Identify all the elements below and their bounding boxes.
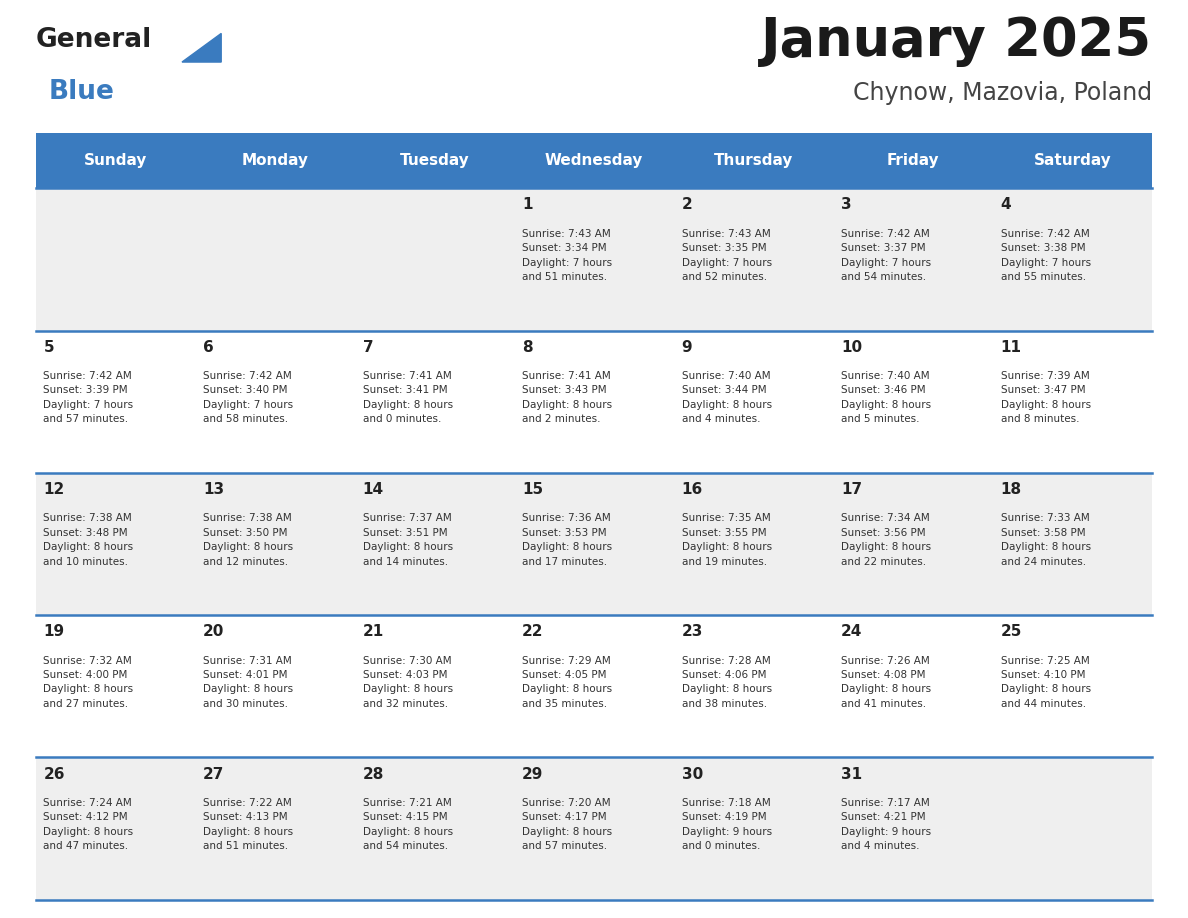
Text: 5: 5 — [44, 340, 55, 354]
Bar — [36, 473, 1152, 615]
Text: Sunrise: 7:20 AM
Sunset: 4:17 PM
Daylight: 8 hours
and 57 minutes.: Sunrise: 7:20 AM Sunset: 4:17 PM Dayligh… — [522, 798, 612, 851]
Text: 13: 13 — [203, 482, 225, 497]
Bar — [36, 615, 1152, 757]
Text: Sunrise: 7:18 AM
Sunset: 4:19 PM
Daylight: 9 hours
and 0 minutes.: Sunrise: 7:18 AM Sunset: 4:19 PM Dayligh… — [682, 798, 772, 851]
Text: Sunrise: 7:21 AM
Sunset: 4:15 PM
Daylight: 8 hours
and 54 minutes.: Sunrise: 7:21 AM Sunset: 4:15 PM Dayligh… — [362, 798, 453, 851]
Bar — [36, 757, 1152, 900]
Text: 19: 19 — [44, 624, 64, 639]
Bar — [36, 188, 1152, 330]
Text: Sunrise: 7:42 AM
Sunset: 3:39 PM
Daylight: 7 hours
and 57 minutes.: Sunrise: 7:42 AM Sunset: 3:39 PM Dayligh… — [44, 371, 133, 424]
Polygon shape — [182, 33, 221, 62]
Text: 11: 11 — [1000, 340, 1022, 354]
Text: 24: 24 — [841, 624, 862, 639]
Text: Wednesday: Wednesday — [545, 153, 643, 168]
Text: 28: 28 — [362, 767, 384, 781]
Text: Sunrise: 7:41 AM
Sunset: 3:41 PM
Daylight: 8 hours
and 0 minutes.: Sunrise: 7:41 AM Sunset: 3:41 PM Dayligh… — [362, 371, 453, 424]
Text: 21: 21 — [362, 624, 384, 639]
Text: Sunrise: 7:42 AM
Sunset: 3:38 PM
Daylight: 7 hours
and 55 minutes.: Sunrise: 7:42 AM Sunset: 3:38 PM Dayligh… — [1000, 229, 1091, 282]
Text: 25: 25 — [1000, 624, 1022, 639]
Text: Sunrise: 7:36 AM
Sunset: 3:53 PM
Daylight: 8 hours
and 17 minutes.: Sunrise: 7:36 AM Sunset: 3:53 PM Dayligh… — [522, 513, 612, 566]
Text: 2: 2 — [682, 197, 693, 212]
Text: 22: 22 — [522, 624, 544, 639]
Text: Sunrise: 7:38 AM
Sunset: 3:50 PM
Daylight: 8 hours
and 12 minutes.: Sunrise: 7:38 AM Sunset: 3:50 PM Dayligh… — [203, 513, 293, 566]
Text: 26: 26 — [44, 767, 65, 781]
Bar — [674, 133, 833, 188]
Text: Blue: Blue — [49, 79, 114, 105]
Text: Sunrise: 7:29 AM
Sunset: 4:05 PM
Daylight: 8 hours
and 35 minutes.: Sunrise: 7:29 AM Sunset: 4:05 PM Dayligh… — [522, 655, 612, 709]
Text: Thursday: Thursday — [714, 153, 794, 168]
Text: Sunrise: 7:33 AM
Sunset: 3:58 PM
Daylight: 8 hours
and 24 minutes.: Sunrise: 7:33 AM Sunset: 3:58 PM Dayligh… — [1000, 513, 1091, 566]
Text: 20: 20 — [203, 624, 225, 639]
Text: January 2025: January 2025 — [762, 15, 1152, 67]
Text: Sunrise: 7:38 AM
Sunset: 3:48 PM
Daylight: 8 hours
and 10 minutes.: Sunrise: 7:38 AM Sunset: 3:48 PM Dayligh… — [44, 513, 133, 566]
Text: Sunrise: 7:22 AM
Sunset: 4:13 PM
Daylight: 8 hours
and 51 minutes.: Sunrise: 7:22 AM Sunset: 4:13 PM Dayligh… — [203, 798, 293, 851]
Text: 4: 4 — [1000, 197, 1011, 212]
Text: Sunrise: 7:42 AM
Sunset: 3:40 PM
Daylight: 7 hours
and 58 minutes.: Sunrise: 7:42 AM Sunset: 3:40 PM Dayligh… — [203, 371, 293, 424]
Text: Sunrise: 7:35 AM
Sunset: 3:55 PM
Daylight: 8 hours
and 19 minutes.: Sunrise: 7:35 AM Sunset: 3:55 PM Dayligh… — [682, 513, 772, 566]
Text: Monday: Monday — [241, 153, 309, 168]
Text: 31: 31 — [841, 767, 862, 781]
Text: Sunrise: 7:25 AM
Sunset: 4:10 PM
Daylight: 8 hours
and 44 minutes.: Sunrise: 7:25 AM Sunset: 4:10 PM Dayligh… — [1000, 655, 1091, 709]
Text: Sunrise: 7:24 AM
Sunset: 4:12 PM
Daylight: 8 hours
and 47 minutes.: Sunrise: 7:24 AM Sunset: 4:12 PM Dayligh… — [44, 798, 133, 851]
Text: Sunrise: 7:43 AM
Sunset: 3:34 PM
Daylight: 7 hours
and 51 minutes.: Sunrise: 7:43 AM Sunset: 3:34 PM Dayligh… — [522, 229, 612, 282]
Bar — [993, 133, 1152, 188]
Bar — [36, 330, 1152, 473]
Text: 16: 16 — [682, 482, 703, 497]
Text: 15: 15 — [522, 482, 543, 497]
Text: Sunrise: 7:30 AM
Sunset: 4:03 PM
Daylight: 8 hours
and 32 minutes.: Sunrise: 7:30 AM Sunset: 4:03 PM Dayligh… — [362, 655, 453, 709]
Text: General: General — [36, 27, 152, 53]
Text: Sunrise: 7:41 AM
Sunset: 3:43 PM
Daylight: 8 hours
and 2 minutes.: Sunrise: 7:41 AM Sunset: 3:43 PM Dayligh… — [522, 371, 612, 424]
Text: Sunday: Sunday — [83, 153, 147, 168]
Text: Sunrise: 7:26 AM
Sunset: 4:08 PM
Daylight: 8 hours
and 41 minutes.: Sunrise: 7:26 AM Sunset: 4:08 PM Dayligh… — [841, 655, 931, 709]
Bar — [514, 133, 674, 188]
Text: 1: 1 — [522, 197, 532, 212]
Text: Sunrise: 7:40 AM
Sunset: 3:46 PM
Daylight: 8 hours
and 5 minutes.: Sunrise: 7:40 AM Sunset: 3:46 PM Dayligh… — [841, 371, 931, 424]
Text: Sunrise: 7:34 AM
Sunset: 3:56 PM
Daylight: 8 hours
and 22 minutes.: Sunrise: 7:34 AM Sunset: 3:56 PM Dayligh… — [841, 513, 931, 566]
Text: 6: 6 — [203, 340, 214, 354]
Text: 29: 29 — [522, 767, 543, 781]
Text: 12: 12 — [44, 482, 64, 497]
Text: 8: 8 — [522, 340, 532, 354]
Text: Saturday: Saturday — [1034, 153, 1112, 168]
Text: 30: 30 — [682, 767, 703, 781]
Text: Tuesday: Tuesday — [399, 153, 469, 168]
Text: 10: 10 — [841, 340, 862, 354]
Text: 9: 9 — [682, 340, 693, 354]
Text: 18: 18 — [1000, 482, 1022, 497]
Text: Sunrise: 7:17 AM
Sunset: 4:21 PM
Daylight: 9 hours
and 4 minutes.: Sunrise: 7:17 AM Sunset: 4:21 PM Dayligh… — [841, 798, 931, 851]
Text: Sunrise: 7:37 AM
Sunset: 3:51 PM
Daylight: 8 hours
and 14 minutes.: Sunrise: 7:37 AM Sunset: 3:51 PM Dayligh… — [362, 513, 453, 566]
Text: 23: 23 — [682, 624, 703, 639]
Bar — [355, 133, 514, 188]
Text: Sunrise: 7:43 AM
Sunset: 3:35 PM
Daylight: 7 hours
and 52 minutes.: Sunrise: 7:43 AM Sunset: 3:35 PM Dayligh… — [682, 229, 772, 282]
Bar — [195, 133, 355, 188]
Text: 14: 14 — [362, 482, 384, 497]
Bar — [833, 133, 993, 188]
Text: Sunrise: 7:31 AM
Sunset: 4:01 PM
Daylight: 8 hours
and 30 minutes.: Sunrise: 7:31 AM Sunset: 4:01 PM Dayligh… — [203, 655, 293, 709]
Text: 17: 17 — [841, 482, 862, 497]
Text: Chynow, Mazovia, Poland: Chynow, Mazovia, Poland — [853, 81, 1152, 105]
Text: 3: 3 — [841, 197, 852, 212]
Text: Friday: Friday — [886, 153, 940, 168]
Text: Sunrise: 7:32 AM
Sunset: 4:00 PM
Daylight: 8 hours
and 27 minutes.: Sunrise: 7:32 AM Sunset: 4:00 PM Dayligh… — [44, 655, 133, 709]
Text: 27: 27 — [203, 767, 225, 781]
Bar — [36, 133, 195, 188]
Text: Sunrise: 7:42 AM
Sunset: 3:37 PM
Daylight: 7 hours
and 54 minutes.: Sunrise: 7:42 AM Sunset: 3:37 PM Dayligh… — [841, 229, 931, 282]
Text: Sunrise: 7:28 AM
Sunset: 4:06 PM
Daylight: 8 hours
and 38 minutes.: Sunrise: 7:28 AM Sunset: 4:06 PM Dayligh… — [682, 655, 772, 709]
Text: 7: 7 — [362, 340, 373, 354]
Text: Sunrise: 7:39 AM
Sunset: 3:47 PM
Daylight: 8 hours
and 8 minutes.: Sunrise: 7:39 AM Sunset: 3:47 PM Dayligh… — [1000, 371, 1091, 424]
Text: Sunrise: 7:40 AM
Sunset: 3:44 PM
Daylight: 8 hours
and 4 minutes.: Sunrise: 7:40 AM Sunset: 3:44 PM Dayligh… — [682, 371, 772, 424]
